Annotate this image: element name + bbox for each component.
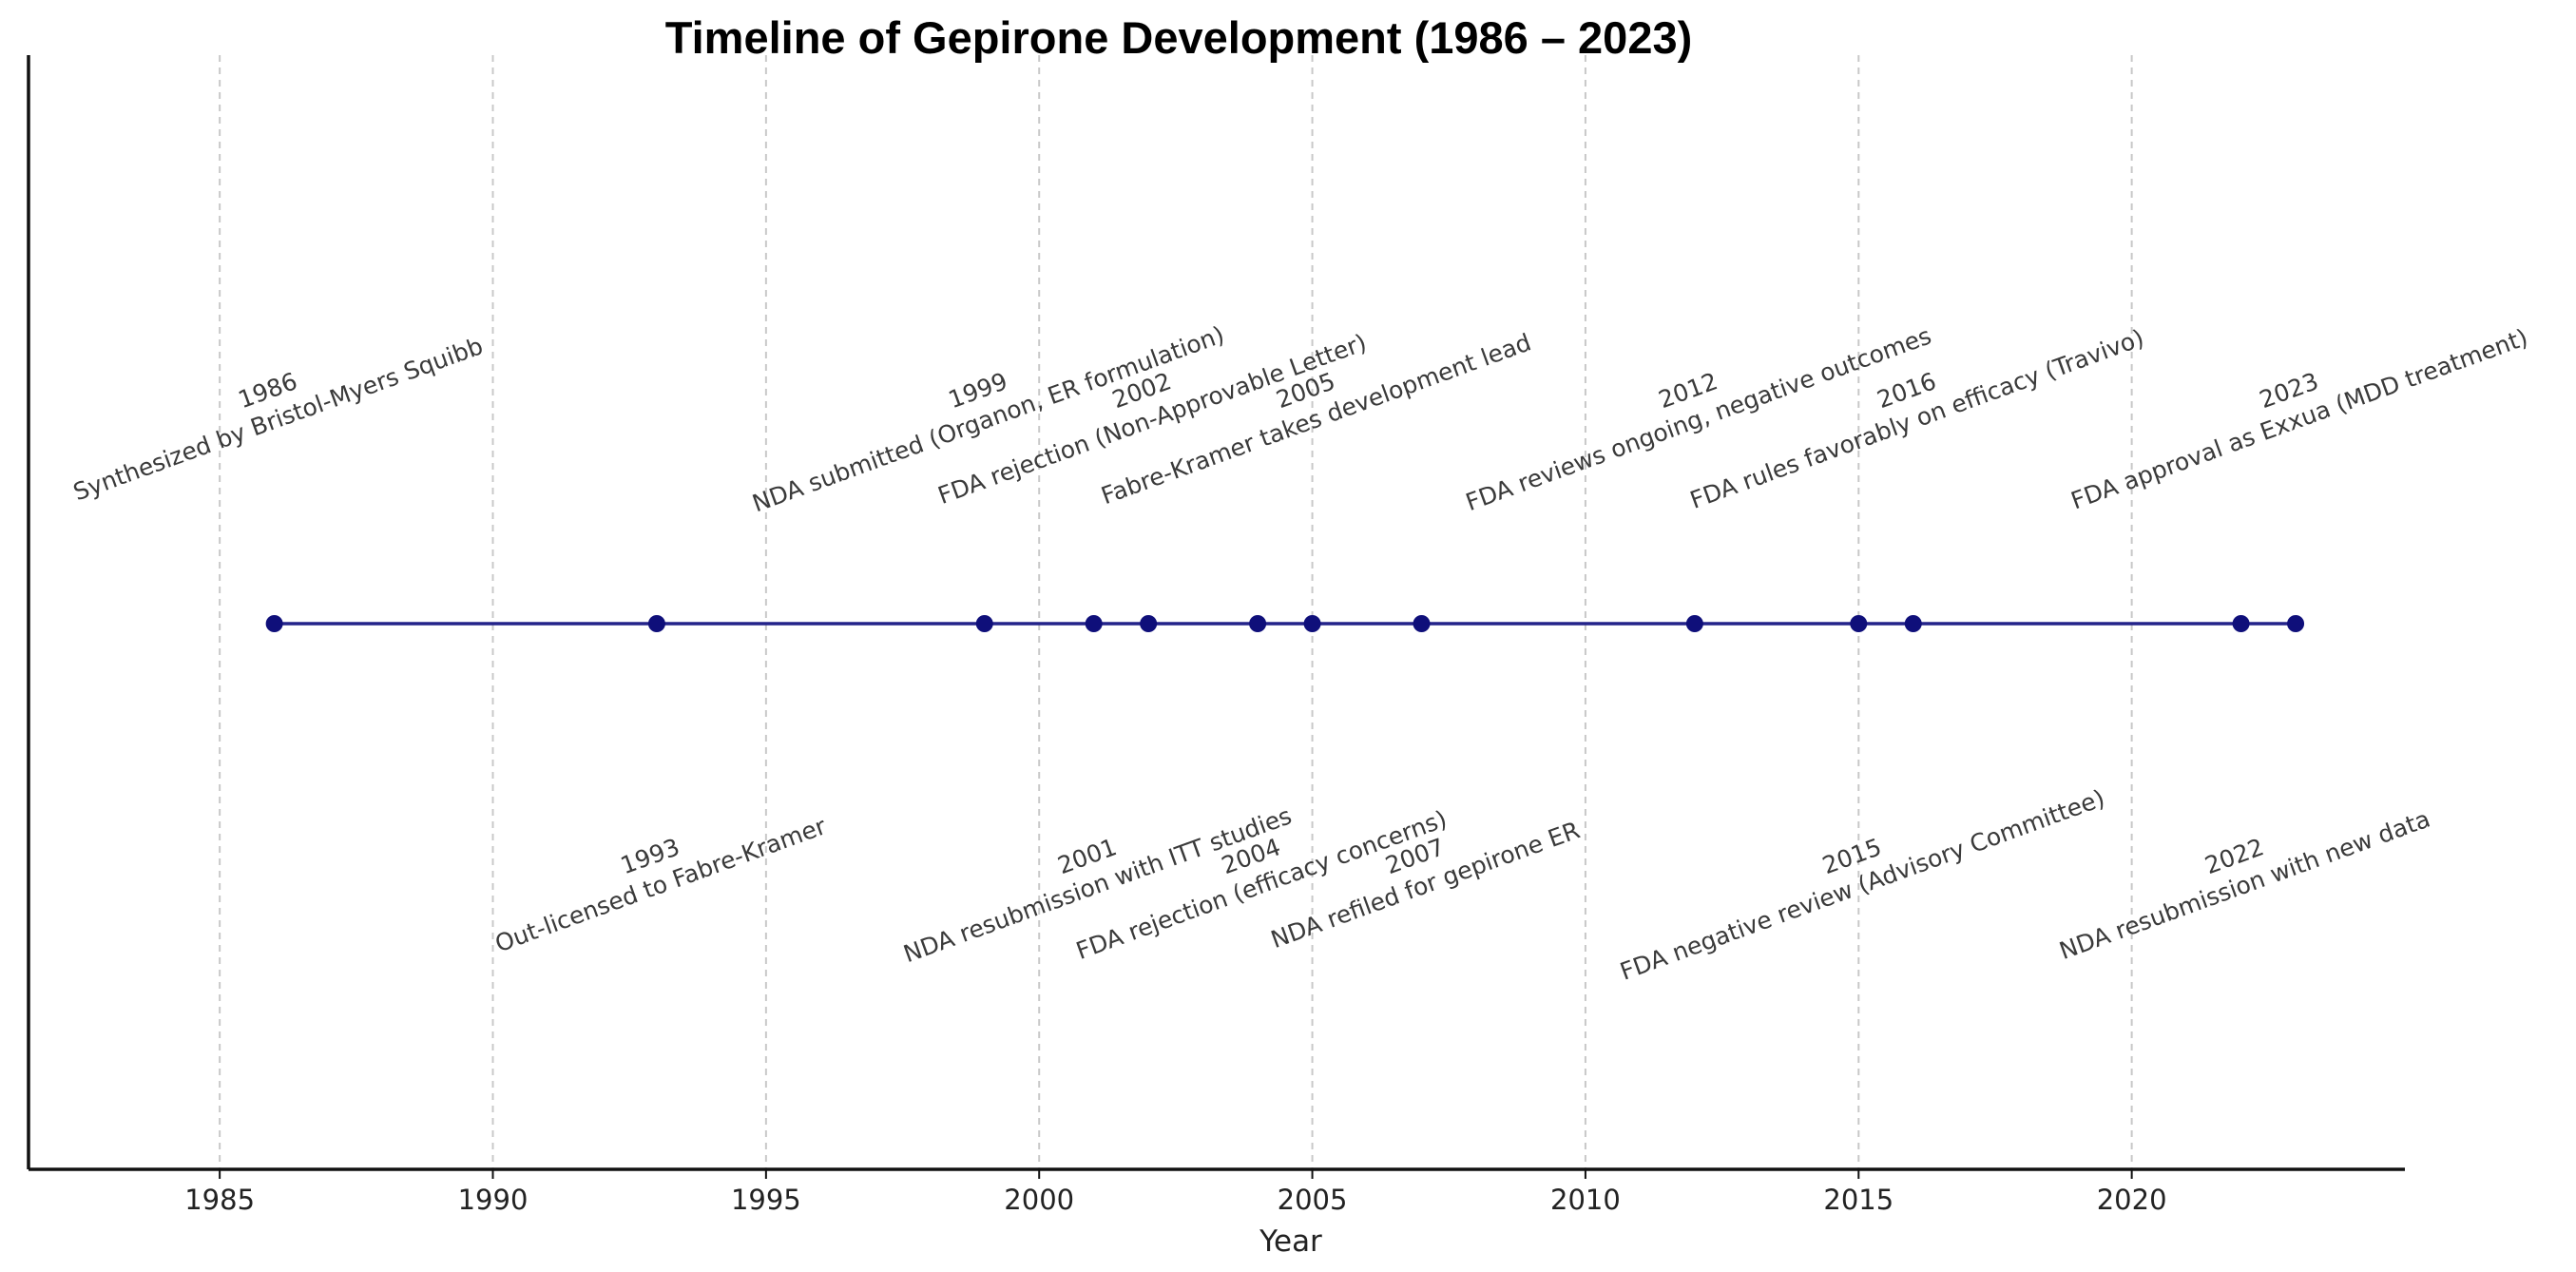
x-tick-label: 2015 (1823, 1184, 1894, 1216)
event-marker (1249, 615, 1267, 632)
event-description-label: Out-licensed to Fabre-Kramer (491, 812, 830, 957)
x-tick-label: 2000 (1004, 1184, 1074, 1216)
chart-title: Timeline of Gepirone Development (1986 –… (665, 12, 1693, 63)
gridlines (219, 55, 2133, 1169)
event-marker (975, 615, 993, 632)
event-marker (265, 615, 283, 632)
event-description-label: Synthesized by Bristol-Myers Squibb (69, 332, 487, 506)
x-tick-label: 1990 (458, 1184, 529, 1216)
event-marker (647, 615, 665, 632)
event-description-label: FDA negative review (Advisory Committee) (1617, 784, 2108, 986)
event-marker (1685, 615, 1703, 632)
event-marker (1303, 615, 1321, 632)
event-marker (1413, 615, 1431, 632)
event-marker (1850, 615, 1868, 632)
x-tick-label: 1985 (184, 1184, 255, 1216)
event-description-label: NDA resubmission with new data (2056, 805, 2434, 965)
event-marker (1085, 615, 1103, 632)
event-marker (2232, 615, 2250, 632)
x-axis-ticks: 1985 1990 1995 2000 2005 2010 2015 2020 (184, 1169, 2167, 1216)
x-tick-label: 2005 (1278, 1184, 1348, 1216)
x-tick-label: 1995 (731, 1184, 801, 1216)
x-axis-label: Year (1259, 1224, 1322, 1259)
event-marker (1140, 615, 1158, 632)
event-marker (2287, 615, 2305, 632)
x-tick-label: 2010 (1550, 1184, 1621, 1216)
x-tick-label: 2020 (2097, 1184, 2167, 1216)
event-marker (1904, 615, 1922, 632)
